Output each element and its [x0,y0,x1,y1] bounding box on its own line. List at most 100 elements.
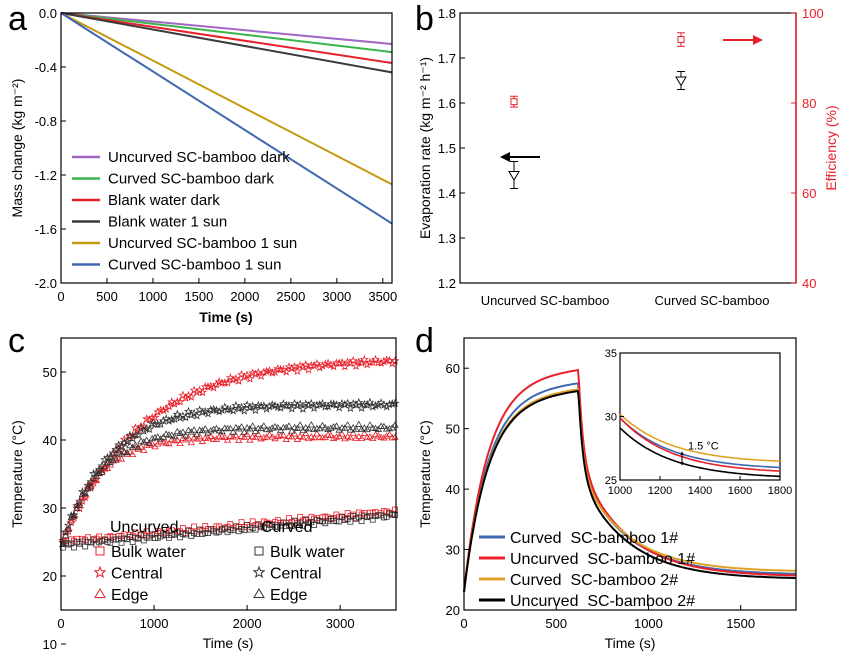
c-marker-4-8 [80,487,90,497]
c-marker-2-85 [296,432,304,439]
c-marker-1-118 [387,358,397,368]
c-marker-4-39 [167,414,177,424]
panel-d-frame [463,337,797,611]
c-marker-4-53 [206,405,216,414]
b-category-label-1: Curved SC-bamboo [655,293,770,308]
inset-x-tick-label-4: 1800 [768,485,792,497]
c-marker-1-72 [259,367,269,377]
c-marker-4-48 [192,411,202,420]
c-marker-1-91 [312,358,322,368]
c-marker-5-8 [81,489,89,496]
c-marker-4-29 [139,426,149,435]
c-y-tick-label-1: 20 [43,569,57,584]
inset-series-line-1 [619,417,781,472]
c-marker-4-50 [197,407,208,417]
c-marker-5-89 [307,421,316,428]
series-line-a-3 [60,12,393,74]
c-marker-4-18 [108,448,118,457]
c-marker-1-110 [365,357,375,367]
c-marker-2-32 [148,440,156,447]
c-marker-2-75 [268,433,276,440]
c-marker-2-115 [380,434,388,441]
c-marker-1-112 [371,354,381,364]
c-marker-2-116 [382,432,391,439]
c-marker-1-75 [267,368,277,377]
c-marker-5-7 [78,490,87,498]
c-marker-5-5 [73,504,81,511]
c-marker-2-62 [232,431,240,439]
a-legend-label-3: Blank water 1 sun [108,214,227,231]
panel-b-right-y-ticks: 40 60 80 100 [791,6,824,291]
a-legend-label-0: Uncurved SC-bamboo dark [108,149,290,166]
c-marker-2-3 [67,516,75,524]
c-marker-4-45 [183,406,194,416]
c-marker-1-73 [262,366,272,376]
c-marker-5-110 [366,421,374,428]
c-marker-5-33 [151,433,159,441]
c-marker-2-63 [235,436,243,444]
c-marker-4-75 [267,400,277,409]
d-series-line-3 [463,390,797,593]
c-marker-5-17 [106,458,115,465]
a-x-tick-label-6: 3000 [322,289,351,304]
c-marker-4-63 [234,403,244,413]
c-marker-4-78 [276,403,286,412]
c-marker-5-41 [173,427,182,435]
c-marker-3-86 [300,522,306,529]
c-marker-2-71 [257,435,265,442]
c-marker-1-92 [315,362,325,372]
c-marker-2-86 [299,433,307,441]
c-marker-4-101 [340,399,350,409]
b-y-tick-label-6: 1.8 [438,6,456,21]
d-y-tick-label-3: 50 [446,422,460,437]
c-marker-5-85 [296,421,304,428]
c-marker-4-86 [298,404,308,413]
c-marker-2-46 [187,439,195,446]
c-marker-5-72 [260,422,268,429]
panel-c-legend: Uncurved Curved Bulk water Central Edge Bulk … [93,519,345,604]
c-marker-0-47 [191,523,197,530]
panel-d-y-ticks: 20 30 40 50 60 [446,361,469,618]
c-marker-5-109 [363,425,371,433]
c-series-curved-square [59,510,398,551]
c-legend-marker-3 [254,546,264,556]
c-marker-1-63 [234,376,244,385]
c-marker-5-23 [123,448,131,456]
c-marker-5-107 [357,425,366,432]
inset-y-tick-label-0: 25 [605,475,617,487]
c-marker-4-61 [228,406,238,415]
c-marker-2-88 [304,434,313,442]
series-line-a-1 [60,12,393,54]
d-y-tick-label-0: 20 [446,603,460,618]
series-line-a-5 [60,12,393,225]
c-marker-1-42 [175,396,185,406]
a-x-tick-label-4: 2000 [230,289,259,304]
c-legend-label-3: Bulk water [270,544,345,561]
c-marker-5-64 [237,423,246,430]
c-marker-2-76 [271,434,279,442]
c-marker-5-93 [318,421,327,429]
c-marker-1-28 [136,421,146,431]
c-marker-5-74 [265,425,274,433]
c-marker-5-65 [240,428,249,435]
c-marker-1-58 [220,378,230,387]
c-marker-2-21 [117,455,126,462]
c-marker-5-102 [343,421,352,428]
c-marker-5-19 [112,454,120,462]
c-marker-2-64 [237,432,246,439]
c-marker-2-45 [184,434,193,441]
inset-x-tick-label-1: 1200 [648,485,672,497]
c-marker-5-35 [156,435,165,442]
panel-c-y-ticks: 10 20 30 40 50 [43,365,66,652]
c-marker-5-119 [391,421,399,428]
c-marker-5-94 [321,424,329,431]
c-marker-5-15 [101,462,109,470]
c-marker-4-34 [153,419,163,429]
c-marker-2-61 [229,433,237,440]
inset-x-tick-label-3: 1600 [728,485,752,497]
c-marker-1-113 [373,357,383,367]
c-marker-1-94 [320,359,330,369]
c-marker-2-118 [388,434,396,441]
c-marker-2-41 [173,436,182,443]
c-marker-4-103 [345,403,355,413]
